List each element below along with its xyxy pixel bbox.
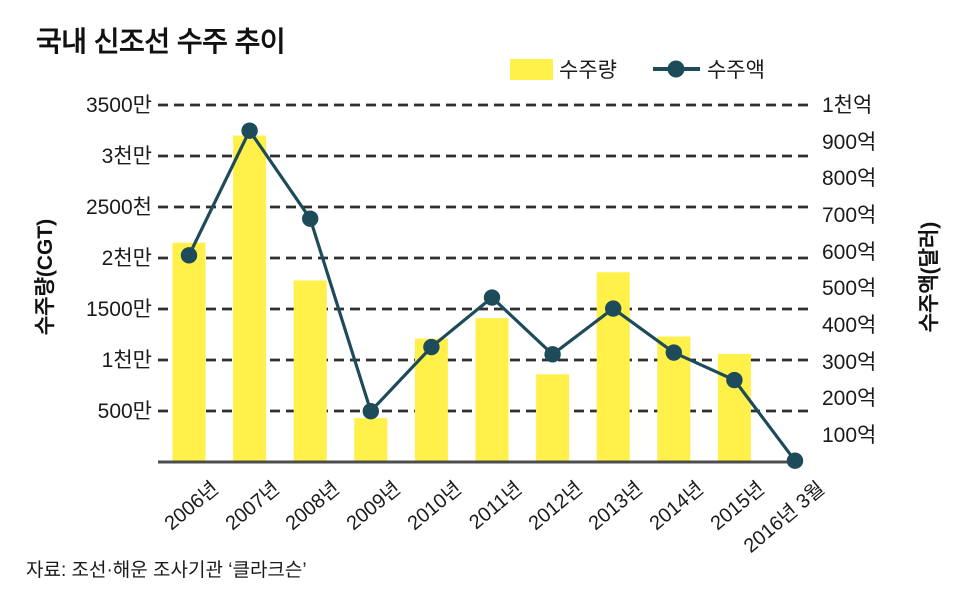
legend: 수주량 수주액 [510, 54, 765, 84]
right-tick-1000: 1천억 [822, 94, 873, 117]
left-tick-1000: 1천만 [101, 349, 152, 372]
bar-2006년 [172, 242, 206, 462]
bar-2008년 [293, 280, 327, 462]
legend-line-dot-icon [667, 60, 685, 78]
right-tick-800: 800억 [822, 167, 877, 191]
line-point-2007년 [241, 122, 258, 139]
left-tick-3000: 3천만 [101, 145, 152, 168]
left-tick-1500: 1500만 [85, 298, 152, 321]
bar-2012년 [536, 374, 570, 462]
bar-2009년 [354, 418, 388, 462]
legend-bar-swatch-icon [510, 58, 553, 80]
chart-title: 국내 신조선 수주 추이 [36, 26, 286, 57]
line-point-2009년 [362, 402, 379, 420]
legend-line-label: 수주액 [706, 59, 765, 82]
right-tick-300: 300억 [822, 350, 877, 374]
right-tick-600: 600억 [822, 240, 877, 264]
line-point-2014년 [665, 344, 682, 361]
right-tick-900: 900억 [822, 130, 877, 154]
left-tick-500: 500만 [97, 400, 152, 423]
line-point-2012년 [544, 346, 561, 363]
right-tick-100: 100억 [822, 424, 877, 448]
legend-bar-label: 수주량 [559, 59, 617, 82]
left-tick-2500: 2500천 [85, 196, 152, 219]
left-tick-2000: 2천만 [101, 247, 152, 270]
line-point-2016년 3월 [786, 452, 804, 469]
line-point-2015년 [726, 371, 743, 389]
bar-2011년 [475, 318, 509, 462]
source-note: 자료: 조선·해운 조사기관 ‘클라크슨’ [26, 560, 307, 581]
line-point-2013년 [605, 300, 622, 317]
right-tick-400: 400억 [822, 314, 877, 338]
left-tick-3500: 3500만 [85, 94, 152, 117]
legend-line-swatch-icon [652, 60, 700, 78]
bar-2015년 [717, 353, 751, 462]
line-point-2006년 [180, 247, 198, 264]
right-tick-200: 200억 [822, 387, 877, 411]
line-point-2010년 [423, 338, 440, 356]
line-point-2008년 [302, 210, 319, 227]
right-tick-700: 700억 [822, 204, 877, 227]
bar-2007년 [233, 135, 267, 462]
right-tick-500: 500억 [822, 277, 877, 301]
line-point-2011년 [483, 289, 501, 306]
